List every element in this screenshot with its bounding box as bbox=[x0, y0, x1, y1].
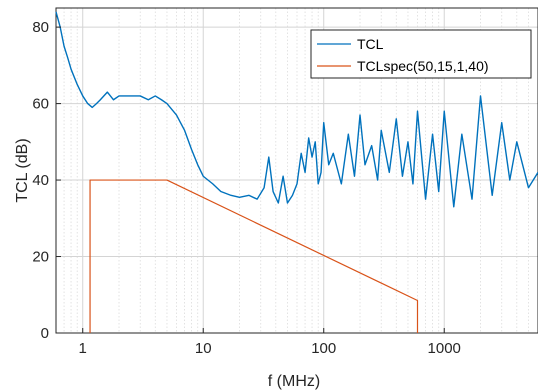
legend: TCL TCLspec(50,15,1,40) bbox=[310, 29, 532, 79]
series-line-tcl bbox=[55, 11, 538, 208]
tick-labels: 1 10 100 1000 0 20 40 60 80 bbox=[32, 19, 461, 357]
y-tick-label: 0 bbox=[41, 325, 49, 342]
x-tick-label: 1000 bbox=[428, 340, 461, 357]
y-tick-label: 40 bbox=[32, 172, 49, 189]
y-tick-label: 60 bbox=[32, 96, 49, 113]
x-tick-label: 10 bbox=[195, 340, 212, 357]
x-tick-label: 100 bbox=[311, 340, 336, 357]
y-axis-label: TCL (dB) bbox=[14, 138, 31, 202]
series-group bbox=[55, 11, 538, 333]
legend-entry-tcl: TCL bbox=[357, 36, 384, 52]
series-line-tclspec bbox=[89, 179, 419, 333]
legend-box bbox=[310, 29, 532, 79]
legend-entry-tclspec: TCLspec(50,15,1,40) bbox=[357, 58, 489, 74]
plot-frame bbox=[55, 7, 538, 334]
y-tick-label: 80 bbox=[32, 19, 49, 36]
x-tick-label: 1 bbox=[79, 340, 87, 357]
y-tick-label: 20 bbox=[32, 249, 49, 266]
x-axis-label: f (MHz) bbox=[268, 373, 320, 390]
